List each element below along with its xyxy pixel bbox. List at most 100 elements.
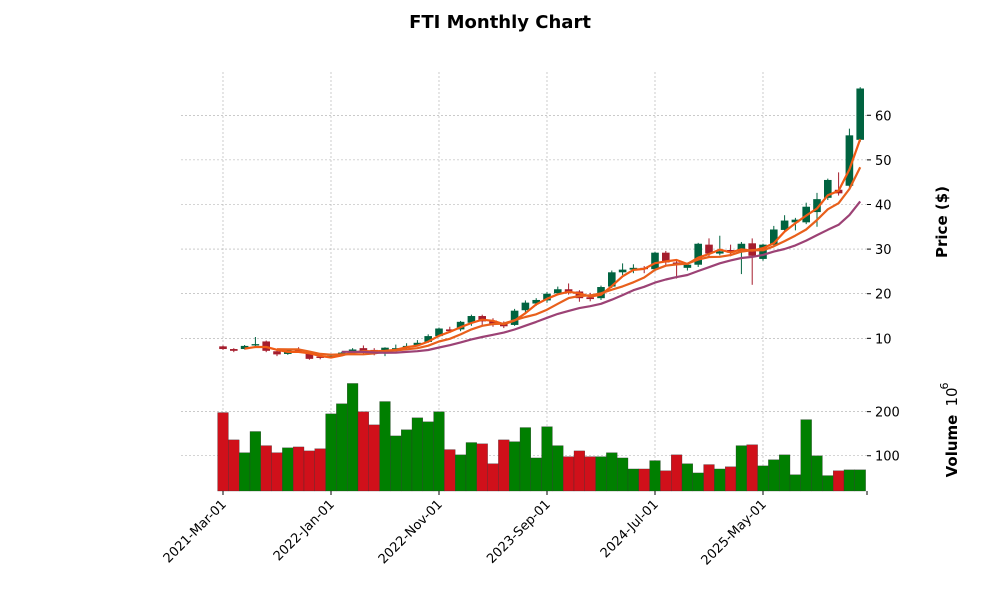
candle-body — [251, 344, 260, 346]
price-tick-label: 20 — [875, 288, 892, 303]
candle-body — [230, 349, 238, 351]
x-tick-label: 2024-Jul-01 — [598, 497, 662, 561]
volume-axis-label: Volume — [943, 415, 961, 478]
candle-body — [273, 351, 281, 355]
volume-bar — [692, 472, 704, 492]
candle-body — [629, 267, 638, 270]
candle-body — [489, 320, 497, 325]
volume-bar — [325, 413, 337, 492]
axes: 10 20 30 40 50 60 100 200 2021-Mar-01 2022-Jan-01… — [161, 109, 900, 568]
candle-body — [348, 349, 357, 352]
candle-body — [651, 252, 659, 270]
candle-body — [716, 251, 724, 254]
volume-bar — [854, 469, 866, 492]
volume-bar — [671, 454, 683, 492]
volume-bar — [433, 411, 445, 492]
volume-bar — [444, 449, 456, 492]
volume-bar — [573, 450, 585, 492]
candle-body — [759, 244, 767, 259]
volume-bar — [757, 465, 769, 492]
volume-bar — [606, 452, 618, 492]
x-tick-label: 2023-Sep-01 — [484, 497, 554, 567]
candle-body — [694, 243, 702, 265]
volume-bar — [379, 401, 391, 492]
volume-bar — [249, 431, 261, 492]
volume-bar — [779, 454, 791, 492]
candle-body — [446, 329, 454, 332]
volume-bar — [465, 442, 477, 492]
candle-body — [305, 351, 314, 359]
volume-bar — [584, 456, 596, 492]
candle-body — [316, 356, 324, 358]
volume-bar — [422, 421, 434, 492]
volume-bar — [627, 468, 639, 492]
candle-body — [219, 346, 227, 350]
candle-body — [662, 252, 670, 263]
candle-body — [359, 348, 368, 352]
volume-bar — [617, 457, 629, 492]
grid — [181, 72, 867, 491]
volume-bar — [476, 443, 488, 492]
volume-bar — [509, 441, 521, 492]
candle-body — [240, 345, 249, 350]
volume-bar — [703, 464, 715, 492]
volume-bar — [541, 426, 553, 492]
volume-tick-label: 100 — [875, 450, 900, 465]
volume-bar — [239, 452, 251, 492]
candle-body — [705, 244, 713, 254]
x-tick-label: 2021-Mar-01 — [161, 497, 230, 566]
candle-body — [467, 316, 476, 323]
volume-exponent-base: 10 — [943, 387, 961, 406]
volume-exponent: 6 — [938, 383, 951, 390]
volume-bar — [455, 454, 467, 492]
price-axis-label: Price ($) — [933, 186, 951, 258]
volume-bar — [735, 445, 747, 492]
volume-bar — [789, 474, 801, 492]
ma-medium-line — [276, 166, 862, 356]
candle-body — [327, 355, 335, 357]
volume-bar — [347, 383, 359, 492]
candle-body — [586, 297, 594, 300]
volume-bar — [368, 424, 380, 492]
volume-bar — [595, 456, 607, 492]
price-tick-label: 10 — [875, 332, 892, 347]
candle-body — [435, 328, 443, 337]
price-tick-label: 30 — [875, 243, 892, 258]
volume-bar — [843, 469, 855, 492]
candle-body — [543, 293, 551, 301]
volume-bar — [357, 411, 369, 492]
volume-bar — [530, 457, 542, 492]
candle-body — [510, 310, 519, 325]
candle-body — [737, 243, 746, 252]
volume-bar — [519, 427, 531, 492]
candle-body — [575, 291, 584, 299]
moving-averages — [244, 138, 862, 359]
candle-body — [813, 199, 821, 213]
candle-body — [608, 272, 616, 287]
volume-bar — [498, 439, 510, 492]
volume-bar — [563, 456, 575, 492]
candle-body — [521, 302, 530, 311]
candle-body — [824, 179, 832, 198]
candle-body — [554, 289, 562, 294]
volume-bar — [714, 468, 726, 492]
candle-body — [424, 336, 432, 342]
volume-bar — [552, 445, 564, 492]
candle-body — [532, 299, 540, 304]
volume-bar — [822, 475, 834, 492]
ma-long-line — [341, 200, 862, 354]
candle-body — [856, 88, 864, 140]
volume-bar — [660, 470, 672, 492]
candle-body — [618, 269, 627, 273]
volume-bars — [217, 383, 866, 492]
volume-bar — [314, 448, 326, 492]
volume-bar — [401, 429, 413, 492]
x-tick-label: 2022-Jan-01 — [271, 497, 338, 564]
volume-bar — [228, 439, 240, 492]
volume-bar — [746, 444, 758, 492]
price-tick-label: 50 — [875, 154, 892, 169]
volume-bar — [336, 403, 348, 492]
volume-bar — [681, 463, 693, 492]
x-tick-label: 2025-May-01 — [699, 497, 770, 568]
candle-body — [413, 342, 422, 346]
